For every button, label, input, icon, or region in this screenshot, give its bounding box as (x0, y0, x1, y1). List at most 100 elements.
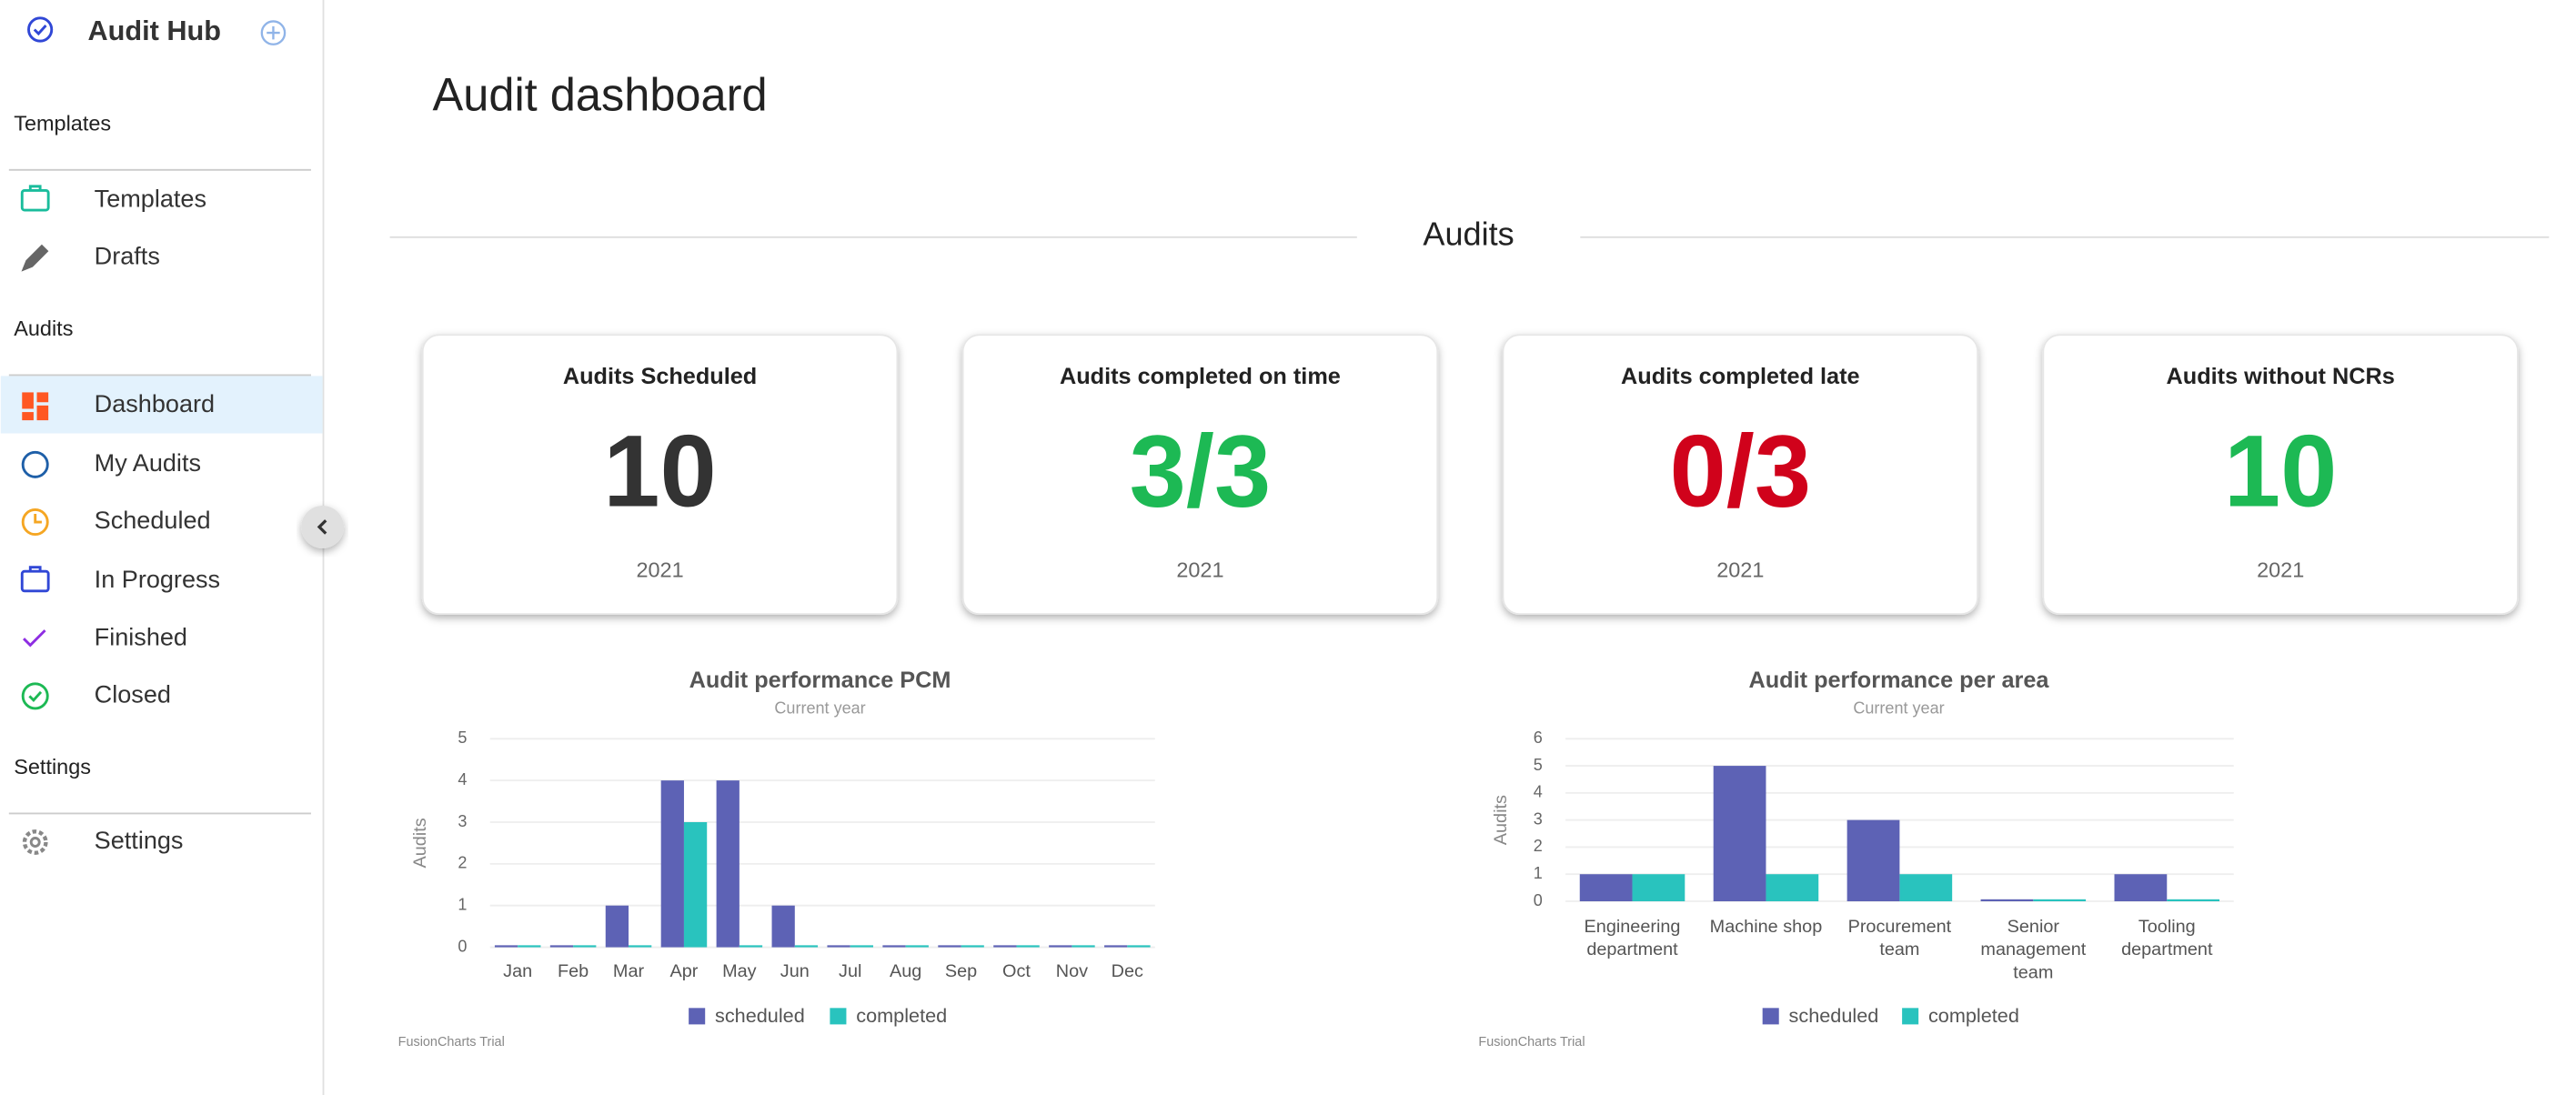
card-year: 2021 (1176, 558, 1223, 581)
bar (660, 780, 684, 948)
x-tick-label: Aug (890, 961, 921, 981)
bar (882, 945, 906, 948)
x-tick-label: Oct (1002, 961, 1031, 981)
chart-title: Audit performance per area (1749, 668, 2050, 693)
x-tick-label: Engineering department (1585, 917, 1681, 959)
bar (1049, 945, 1072, 948)
y-tick-label: 2 (1534, 837, 1543, 855)
bar (1632, 874, 1685, 901)
y-tick-label: 0 (458, 937, 467, 955)
logo-icon (27, 16, 54, 43)
nav-item[interactable]: Settings (95, 826, 184, 854)
legend-swatch[interactable] (1762, 1008, 1779, 1025)
bar (629, 945, 652, 948)
card-value: 10 (2224, 415, 2337, 528)
collapse-arrow[interactable] (317, 519, 327, 535)
nav-item[interactable]: Scheduled (95, 506, 211, 534)
nav-item[interactable]: Dashboard (95, 389, 215, 417)
card-box (1502, 334, 1979, 616)
add-button[interactable] (260, 20, 287, 45)
bar (905, 945, 929, 948)
x-tick-label: Apr (670, 961, 699, 981)
bar (573, 945, 597, 948)
bar (1072, 945, 1095, 948)
card-box (421, 334, 899, 616)
bar (605, 905, 629, 948)
dashboard-icon (22, 392, 49, 421)
bar (771, 905, 795, 948)
x-tick-label: Senior management team (1980, 917, 2086, 983)
card-title: Audits completed late (1621, 364, 1860, 389)
nav-item[interactable]: Closed (95, 680, 171, 708)
chart-subtitle: Current year (774, 699, 865, 718)
bar (1980, 899, 2034, 901)
y-axis-label: Audits (410, 818, 430, 868)
y-tick-label: 3 (458, 812, 467, 830)
y-tick-label: 1 (1534, 864, 1543, 882)
watermark: FusionCharts Trial (398, 1035, 505, 1050)
bar (993, 945, 1017, 948)
bar (494, 945, 518, 948)
bar (2114, 874, 2168, 901)
legend-swatch[interactable] (1902, 1008, 1919, 1025)
collapse-button[interactable] (301, 505, 345, 548)
bar (938, 945, 961, 948)
y-tick-label: 6 (1534, 728, 1543, 747)
stat-card: Audits Scheduled 10 2021 (421, 334, 899, 616)
nav-item[interactable]: In Progress (95, 565, 220, 593)
stat-card: Audits completed late 0/3 2021 (1502, 334, 1979, 616)
legend-swatch[interactable] (689, 1008, 706, 1025)
card-value: 0/3 (1670, 415, 1812, 528)
closed-icon (21, 682, 49, 710)
y-tick-label: 3 (1534, 809, 1543, 828)
nav-item[interactable]: Templates (95, 184, 206, 212)
bar (827, 945, 850, 948)
bar (739, 945, 763, 948)
y-tick-label: 4 (458, 770, 467, 789)
scheduled-icon (21, 508, 49, 537)
bar (2033, 899, 2087, 901)
closed-icon-check (28, 690, 43, 702)
legend-label[interactable]: completed (856, 1004, 947, 1027)
bar (1016, 945, 1040, 948)
bar (1766, 874, 1819, 901)
stat-card: Audits completed on time 3/3 2021 (961, 334, 1439, 616)
bar (2167, 899, 2220, 901)
bar (716, 780, 740, 948)
legend-label[interactable]: completed (1928, 1004, 2019, 1027)
templates-icon (20, 188, 50, 212)
card-box (961, 334, 1439, 616)
section-label: Settings (14, 755, 91, 779)
x-tick-label: Mar (613, 961, 645, 981)
card-value: 3/3 (1130, 415, 1272, 528)
bar (961, 945, 984, 948)
section-label: Templates (14, 111, 111, 135)
chart-subtitle: Current year (1853, 699, 1944, 718)
section-label: Audits (14, 316, 73, 340)
nav-item[interactable]: Drafts (95, 242, 160, 270)
add-icon[interactable] (260, 20, 287, 45)
settings-icon-center (29, 837, 41, 848)
stat-card: Audits without NCRs 10 2021 (2042, 334, 2519, 616)
y-tick-label: 2 (458, 854, 467, 872)
legend-label[interactable]: scheduled (1789, 1004, 1879, 1027)
collapse-circle[interactable] (301, 505, 345, 548)
card-title: Audits Scheduled (563, 364, 757, 389)
legend-label[interactable]: scheduled (715, 1004, 805, 1027)
bar (794, 945, 819, 948)
x-tick-label: Jan (503, 961, 532, 981)
card-title: Audits completed on time (1060, 364, 1341, 389)
in-progress-icon (20, 569, 50, 593)
templates-icon-handle (28, 185, 42, 191)
chart: Audit performance PCM Current year Audits 0… (398, 668, 1155, 1050)
add-plus[interactable] (267, 25, 280, 40)
nav-item[interactable]: Finished (95, 622, 187, 650)
in-progress-icon-handle (28, 566, 42, 572)
y-axis-label: Audits (1491, 795, 1511, 845)
card-year: 2021 (636, 558, 683, 581)
legend-swatch[interactable] (830, 1008, 847, 1025)
x-tick-label: Procurement team (1848, 917, 1952, 959)
nav-item[interactable]: My Audits (95, 448, 201, 477)
